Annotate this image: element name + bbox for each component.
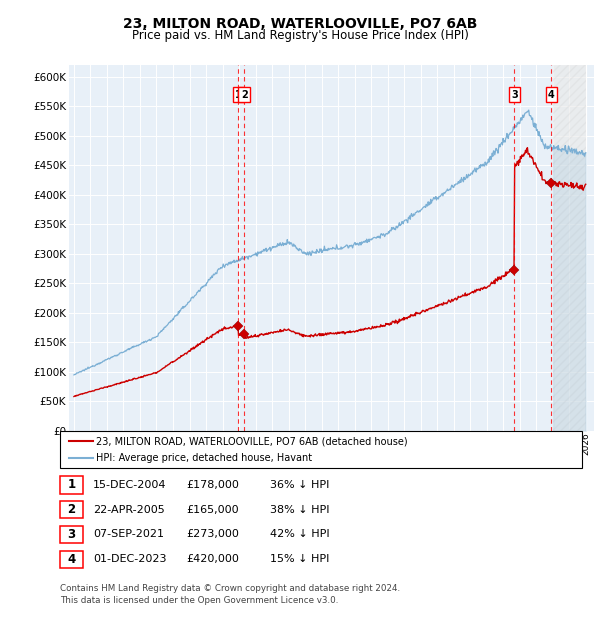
Text: 42% ↓ HPI: 42% ↓ HPI (270, 529, 329, 539)
Text: Contains HM Land Registry data © Crown copyright and database right 2024.
This d: Contains HM Land Registry data © Crown c… (60, 584, 400, 605)
Text: 3: 3 (511, 90, 518, 100)
Text: 4: 4 (548, 90, 555, 100)
Text: 38% ↓ HPI: 38% ↓ HPI (270, 505, 329, 515)
Text: 2: 2 (67, 503, 76, 516)
Text: 1: 1 (67, 479, 76, 491)
Text: HPI: Average price, detached house, Havant: HPI: Average price, detached house, Hava… (96, 453, 312, 463)
Text: 3: 3 (67, 528, 76, 541)
Text: 36% ↓ HPI: 36% ↓ HPI (270, 480, 329, 490)
Text: £178,000: £178,000 (186, 480, 239, 490)
Text: 15% ↓ HPI: 15% ↓ HPI (270, 554, 329, 564)
Text: £420,000: £420,000 (186, 554, 239, 564)
Text: 23, MILTON ROAD, WATERLOOVILLE, PO7 6AB (detached house): 23, MILTON ROAD, WATERLOOVILLE, PO7 6AB … (96, 436, 407, 446)
Text: 23, MILTON ROAD, WATERLOOVILLE, PO7 6AB: 23, MILTON ROAD, WATERLOOVILLE, PO7 6AB (123, 17, 477, 30)
Text: 4: 4 (67, 553, 76, 565)
Text: 15-DEC-2004: 15-DEC-2004 (93, 480, 167, 490)
Text: £273,000: £273,000 (186, 529, 239, 539)
Text: 07-SEP-2021: 07-SEP-2021 (93, 529, 164, 539)
Text: Price paid vs. HM Land Registry's House Price Index (HPI): Price paid vs. HM Land Registry's House … (131, 30, 469, 42)
Text: £165,000: £165,000 (186, 505, 239, 515)
Text: 22-APR-2005: 22-APR-2005 (93, 505, 165, 515)
Text: 2: 2 (241, 90, 248, 100)
Text: 01-DEC-2023: 01-DEC-2023 (93, 554, 167, 564)
Text: 1: 1 (235, 90, 242, 100)
